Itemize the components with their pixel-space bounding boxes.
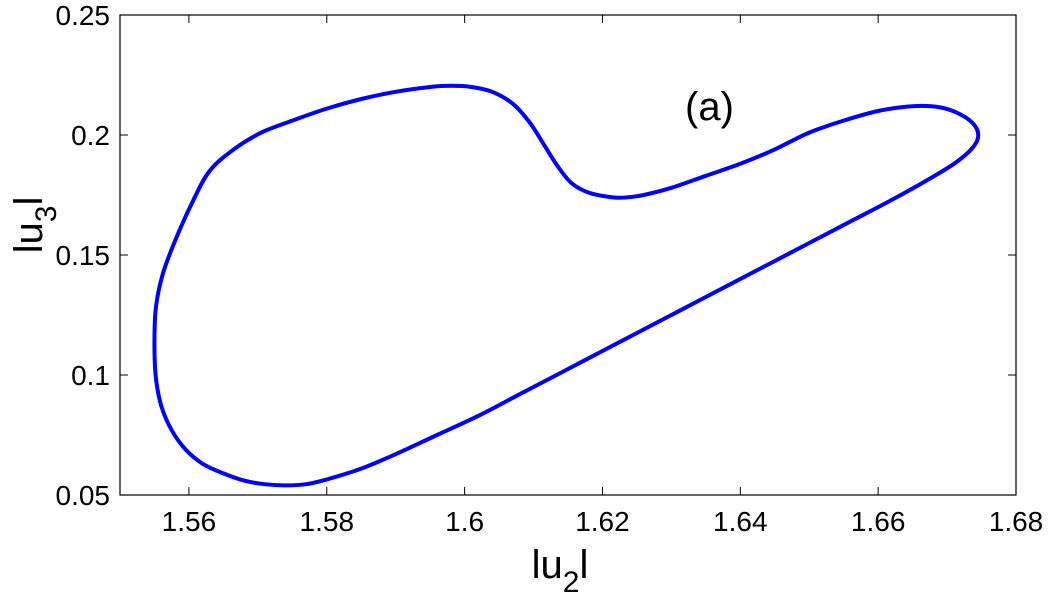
ticks: 1.56 1.58 1.6 1.62 1.64 1.66 1.68 0.05 0.1 0.15 0.…: [56, 0, 1044, 537]
axes: [119, 14, 1017, 496]
x-axis-label-prefix: lu: [532, 543, 563, 587]
x-tick-label: 1.62: [575, 506, 630, 537]
x-tick-label: 1.56: [162, 506, 217, 537]
y-axis-label-suffix: l: [7, 197, 51, 206]
x-tick-label: 1.68: [989, 506, 1044, 537]
y-axis-label-prefix: lu: [7, 222, 51, 253]
y-tick-label: 0.2: [71, 120, 110, 151]
x-tick-label: 1.66: [851, 506, 906, 537]
x-axis-label: lu2l: [532, 543, 589, 599]
y-tick-label: 0.05: [56, 480, 111, 511]
x-tick-label: 1.64: [713, 506, 768, 537]
y-tick-label: 0.1: [71, 360, 110, 391]
x-tick-label: 1.6: [445, 506, 484, 537]
x-axis-label-suffix: l: [579, 543, 588, 587]
plot-frame: [119, 14, 1017, 496]
y-tick-label: 0.25: [56, 0, 111, 31]
series-line: [152, 83, 981, 488]
x-tick-label: 1.58: [300, 506, 355, 537]
x-axis-label-sub: 2: [563, 566, 580, 599]
series-layer: [152, 83, 981, 488]
y-axis-label: lu3l: [7, 197, 63, 254]
panel-label: (a): [685, 85, 734, 129]
y-axis-label-sub: 3: [30, 206, 63, 223]
y-tick-label: 0.15: [56, 240, 111, 271]
